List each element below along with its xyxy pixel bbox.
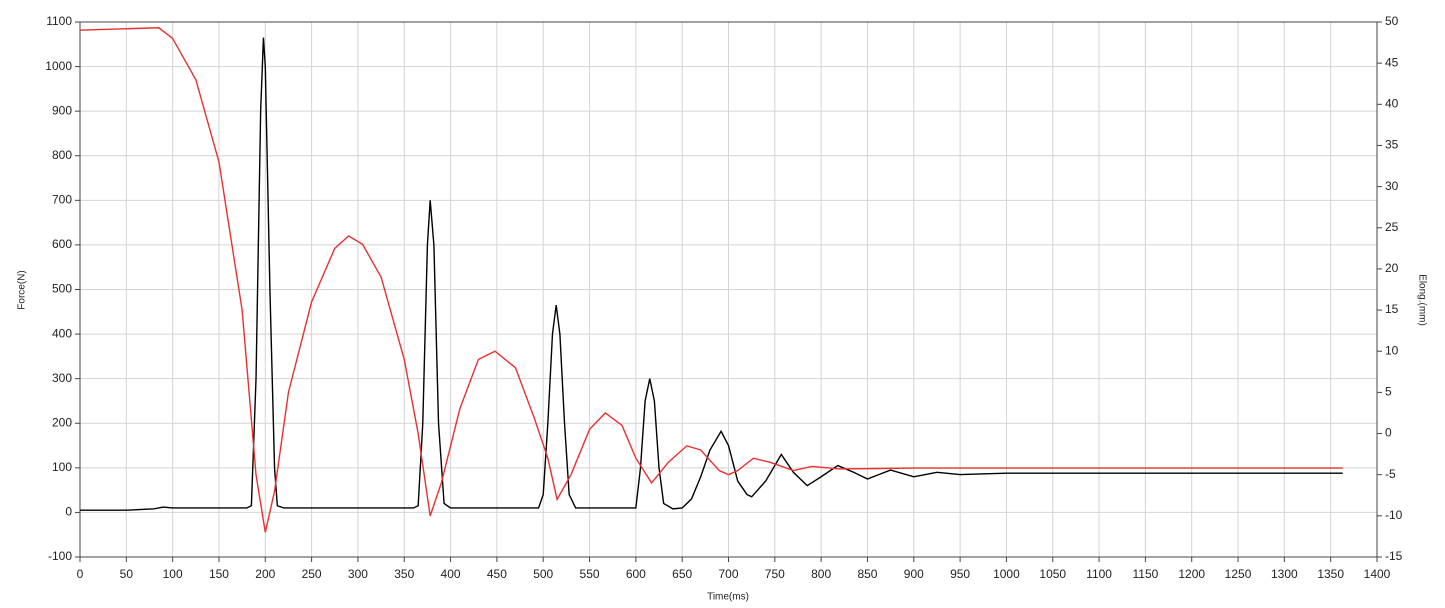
x-tick-label: 950	[950, 567, 970, 581]
x-tick-label: 850	[857, 567, 877, 581]
x-tick-label: 1150	[1132, 567, 1158, 581]
x-tick-label: 1200	[1178, 567, 1205, 581]
x-tick-label: 1050	[1039, 567, 1066, 581]
y-tick-label: 300	[52, 371, 72, 385]
x-tick-label: 600	[626, 567, 646, 581]
data-line	[80, 37, 1343, 511]
x-tick-label: 650	[672, 567, 692, 581]
x-tick-label: 1100	[1086, 567, 1112, 581]
x-tick-label: 250	[302, 567, 322, 581]
y-tick-label: 1000	[45, 59, 72, 73]
y2-tick-label: 20	[1385, 261, 1399, 275]
x-tick-label: 450	[487, 567, 507, 581]
x-tick-label: 350	[394, 567, 414, 581]
x-tick-label: 1000	[993, 567, 1020, 581]
y-tick-label: 100	[52, 460, 72, 474]
y-tick-label: 600	[52, 237, 72, 251]
x-tick-label: 200	[255, 567, 275, 581]
x-tick-label: 550	[580, 567, 600, 581]
x-axis-label: Time(ms)	[707, 592, 749, 603]
y2-tick-label: 50	[1385, 14, 1399, 28]
plot-frame	[79, 21, 1378, 558]
x-tick-label: 700	[718, 567, 738, 581]
y-axis-label: Force(N)	[17, 270, 28, 309]
y-tick-label: 1100	[46, 14, 72, 28]
y-tick-label: 700	[52, 193, 72, 207]
y-tick-label: 0	[65, 505, 72, 519]
y2-tick-label: 30	[1385, 179, 1399, 193]
x-tick-label: 400	[441, 567, 461, 581]
x-tick-label: 500	[533, 567, 553, 581]
x-tick-label: 1400	[1364, 567, 1391, 581]
y2-tick-label: 45	[1385, 55, 1399, 69]
y2-tick-label: -5	[1385, 467, 1396, 481]
y2-axis-label: Elong.(mm)	[1416, 274, 1427, 326]
y2-tick-label: -15	[1385, 549, 1403, 563]
y2-tick-label: -10	[1385, 508, 1403, 522]
x-tick-label: 750	[765, 567, 785, 581]
y-tick-label: 400	[52, 326, 72, 340]
y2-tick-label: 10	[1385, 343, 1399, 357]
x-tick-label: 100	[163, 567, 183, 581]
x-tick-label: 0	[77, 567, 84, 581]
x-tick-label: 300	[348, 567, 368, 581]
y-tick-label: 200	[52, 415, 72, 429]
x-tick-label: 900	[904, 567, 924, 581]
y-tick-label: 900	[52, 103, 72, 117]
x-tick-label: 50	[120, 567, 134, 581]
y2-tick-label: 5	[1385, 385, 1392, 399]
y-tick-label: 800	[52, 148, 72, 162]
x-tick-label: 1300	[1271, 567, 1298, 581]
y2-tick-label: 0	[1385, 426, 1392, 440]
y2-tick-label: 25	[1385, 220, 1399, 234]
x-tick-label: 1250	[1225, 567, 1252, 581]
y-tick-label: -100	[48, 549, 72, 563]
x-tick-label: 800	[811, 567, 831, 581]
x-tick-label: 1350	[1317, 567, 1344, 581]
data-line	[79, 27, 1343, 533]
x-tick-label: 150	[209, 567, 229, 581]
y-tick-label: 500	[52, 282, 72, 296]
y2-tick-label: 15	[1385, 302, 1399, 316]
y2-tick-label: 40	[1385, 96, 1399, 110]
y2-tick-label: 35	[1385, 138, 1399, 152]
